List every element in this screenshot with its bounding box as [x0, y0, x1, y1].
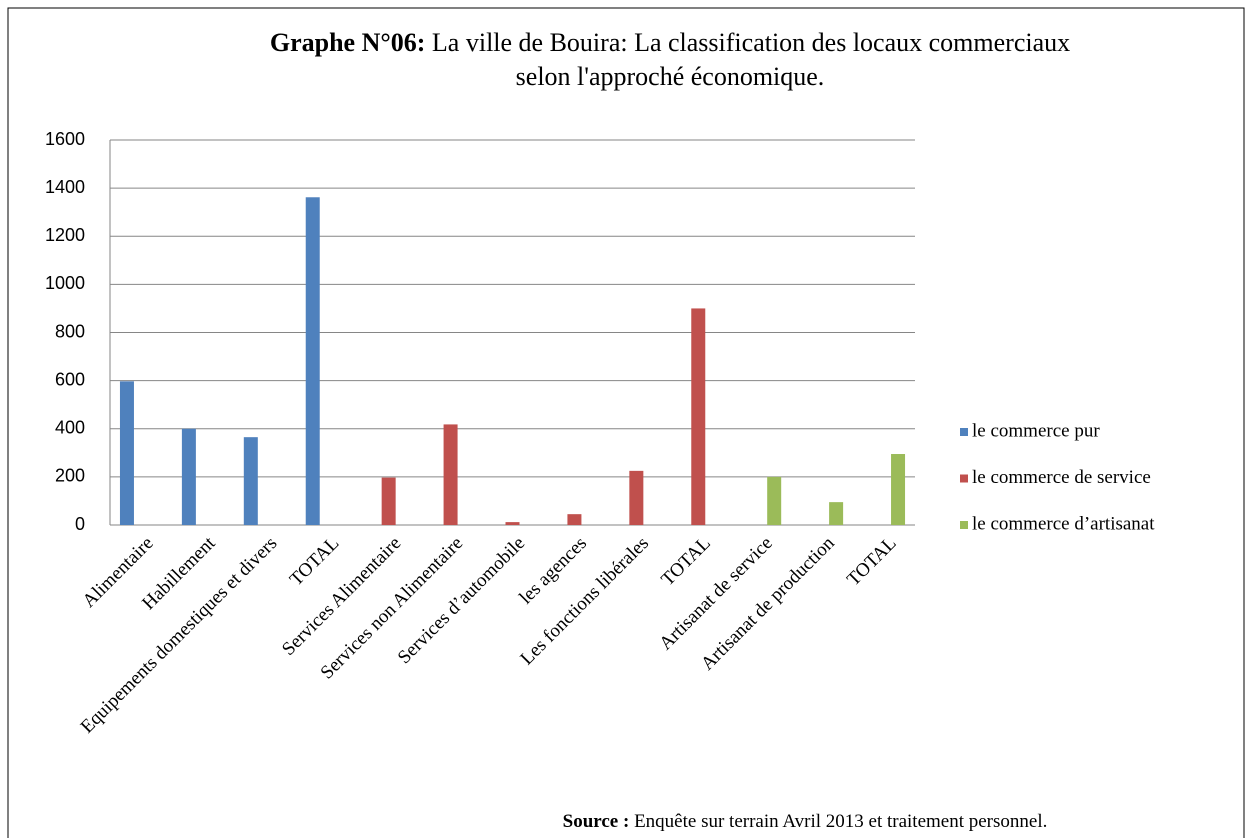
x-tick-label: Artisanat de service — [655, 533, 777, 655]
bar — [629, 470, 644, 525]
bar — [829, 502, 844, 525]
bar — [305, 197, 320, 526]
bar — [381, 477, 396, 525]
frame — [7, 7, 1245, 838]
bar — [243, 437, 258, 525]
bar — [691, 308, 706, 525]
source-label: Source : — [563, 811, 630, 832]
y-tick-label: 1200 — [45, 225, 85, 245]
bar — [181, 428, 196, 525]
chart-title: selon l'approché économique. — [516, 62, 825, 91]
x-tick-label: TOTAL — [657, 533, 715, 591]
legend-swatch — [960, 521, 968, 529]
x-tick-label: TOTAL — [286, 533, 344, 591]
bar — [119, 381, 134, 525]
bar — [567, 514, 582, 525]
x-tick-label: TOTAL — [843, 533, 901, 591]
bar — [891, 454, 906, 525]
title-line: La ville de Bouira: La classification de… — [432, 28, 1070, 57]
y-tick-label: 200 — [55, 466, 85, 486]
y-tick-label: 1000 — [45, 273, 85, 293]
y-tick-label: 1600 — [45, 129, 85, 149]
bar — [505, 522, 520, 525]
x-tick-label: Services Alimentaire — [278, 533, 405, 660]
bar — [443, 424, 458, 525]
legend-swatch — [960, 428, 968, 436]
legend-label: le commerce pur — [972, 420, 1100, 441]
legend-swatch — [960, 474, 968, 483]
legend-label: le commerce d’artisanat — [972, 513, 1155, 534]
y-tick-label: 400 — [55, 418, 85, 438]
y-tick-label: 1400 — [45, 177, 85, 197]
legend-label: le commerce de service — [972, 467, 1151, 488]
title-label: Graphe N°06: — [270, 28, 426, 57]
y-tick-label: 0 — [75, 514, 85, 534]
chart-title: Graphe N°06: La ville de Bouira: La clas… — [270, 28, 1070, 57]
bar — [767, 476, 782, 525]
y-tick-label: 800 — [55, 321, 85, 341]
y-tick-label: 600 — [55, 369, 85, 389]
source: Source : Enquête sur terrain Avril 2013 … — [563, 811, 1048, 832]
source-text: Enquête sur terrain Avril 2013 et traite… — [634, 811, 1047, 832]
